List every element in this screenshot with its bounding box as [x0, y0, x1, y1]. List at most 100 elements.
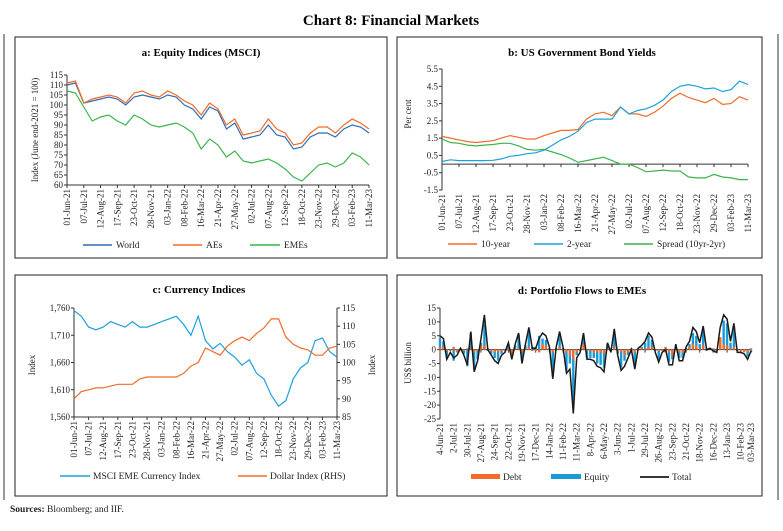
panel-b-title: b: US Government Bond Yields: [508, 47, 656, 59]
x-tick-label: 12-Aug-21: [471, 194, 481, 234]
bar-debt: [520, 349, 524, 353]
y-tick-label: 75: [54, 150, 64, 160]
bar-debt: [510, 349, 513, 356]
bar-equity: [469, 332, 472, 350]
bar-debt: [455, 349, 459, 353]
bar-debt: [742, 349, 746, 353]
legend-label-2-year: 2-year: [567, 240, 592, 250]
x-tick-label: 12-Sep-22: [658, 194, 668, 232]
legend-label-world: World: [116, 241, 140, 251]
bar-equity: [633, 349, 637, 367]
bar-debt: [472, 349, 476, 353]
bar-equity: [452, 349, 455, 361]
x-tick-label: 07-Jul-21: [79, 189, 89, 224]
panel-d-title: d: Portfolio Flows to EMEs: [518, 285, 647, 297]
bar-equity: [572, 349, 575, 404]
x-tick-label: 08-Feb-22: [556, 194, 566, 232]
panel-c-legend: MSCI EME Currency Index Dollar Index (RH…: [60, 471, 345, 482]
bar-equity: [500, 349, 503, 354]
y-tick-label: -15: [424, 386, 436, 396]
bar-debt: [493, 349, 496, 353]
bar-debt: [469, 348, 472, 350]
bar-equity: [657, 349, 660, 361]
bar-equity: [565, 349, 568, 371]
bar-debt: [613, 346, 616, 350]
x-tick-label: 6-May-22: [599, 423, 609, 459]
panel-a-border: [14, 36, 388, 259]
x-tick-label: 16-Mar-22: [196, 189, 206, 228]
y-tick-label: 100: [50, 100, 64, 110]
right-y-tick-label: 110: [342, 321, 356, 331]
x-tick-label: 01-Jun-21: [62, 189, 72, 226]
bar-debt: [575, 349, 578, 353]
x-tick-label: 07-Aug-22: [244, 421, 254, 461]
x-tick-label: 23-Sep-22: [667, 423, 677, 461]
bar-debt: [551, 349, 554, 353]
bar-debt: [565, 349, 568, 353]
x-tick-label: 07-Jul-21: [84, 421, 94, 456]
x-tick-label: 29-Dec-22: [330, 189, 340, 227]
y-tick-label: -1.5: [424, 185, 439, 195]
bar-debt: [729, 348, 732, 350]
bar-equity: [667, 349, 671, 363]
bar-equity: [589, 349, 592, 358]
bar-debt: [462, 349, 466, 352]
bar-equity: [722, 320, 725, 350]
x-tick-label: 18-Oct-22: [297, 189, 307, 226]
x-tick-label: 27-May-22: [607, 194, 617, 235]
x-tick-label: 12-Sep-22: [259, 421, 269, 459]
x-tick-label: 23-Oct-21: [129, 189, 139, 226]
legend-label-aes: AEs: [206, 241, 223, 251]
x-tick-label: 23-Nov-22: [288, 421, 298, 461]
bar-debt: [449, 349, 452, 352]
bar-debt: [517, 348, 520, 350]
x-tick-label: 03-Feb-23: [726, 194, 736, 232]
y-tick-label: -10: [424, 372, 436, 382]
x-tick-label: 07-Aug-22: [263, 189, 273, 229]
panel-d-y-axis-label: US$ billion: [403, 342, 413, 384]
bar-equity: [483, 319, 486, 350]
legend-swatch-debt: [471, 474, 500, 479]
x-tick-label: 21-Oct-22: [681, 423, 691, 460]
legend-label-dollar-index: Dollar Index (RHS): [270, 471, 345, 482]
bar-debt: [541, 344, 544, 350]
x-tick-label: 03-Feb-23: [347, 189, 357, 227]
bar-debt: [527, 346, 531, 350]
legend-label-debt: Debt: [503, 473, 522, 483]
bar-equity: [596, 349, 599, 364]
x-tick-label: 28-Nov-21: [522, 194, 532, 234]
panel-b-border: [396, 36, 763, 259]
bar-equity: [619, 349, 623, 368]
bar-debt: [524, 348, 527, 350]
panel-a-y-axis-label: Index (June end-2021 = 100): [30, 78, 40, 183]
bar-equity: [732, 326, 736, 350]
bar-equity: [551, 349, 554, 376]
bar-debt: [599, 349, 602, 353]
bar-equity: [558, 334, 561, 350]
panel-b-plot: -1.5 -0.5 0.5 1.5 2.5 3.5 4.5 5.5 01-Jun-21 07-Ju…: [424, 64, 753, 235]
bar-debt: [496, 349, 500, 353]
bar-debt: [445, 349, 449, 352]
bar-debt: [725, 345, 729, 350]
sources-text: Bloomberg; and IIF.: [44, 505, 124, 515]
bar-debt: [466, 348, 469, 350]
bar-debt: [534, 349, 537, 352]
bar-debt: [650, 346, 654, 350]
series-line-dollar-index-rhs-: [73, 318, 338, 400]
bar-debt: [623, 349, 626, 356]
y-tick-label: 1,560: [50, 412, 71, 422]
x-tick-label: 21-Apr-22: [590, 194, 600, 232]
sources-label: Sources:: [10, 505, 45, 515]
x-tick-label: 2-Jul-21: [449, 423, 459, 453]
bar-equity: [490, 349, 493, 354]
x-tick-label: 1-Jul-22: [626, 423, 636, 453]
bar-debt: [695, 345, 698, 350]
right-y-tick-label: 115: [342, 303, 356, 313]
bar-equity: [476, 349, 479, 360]
y-tick-label: 4.5: [427, 81, 439, 91]
bar-debt: [558, 346, 561, 350]
x-tick-label: 23-Oct-21: [505, 194, 515, 231]
panel-d-border: [396, 274, 763, 497]
bar-debt: [640, 348, 643, 350]
y-tick-label: 1,610: [50, 385, 71, 395]
